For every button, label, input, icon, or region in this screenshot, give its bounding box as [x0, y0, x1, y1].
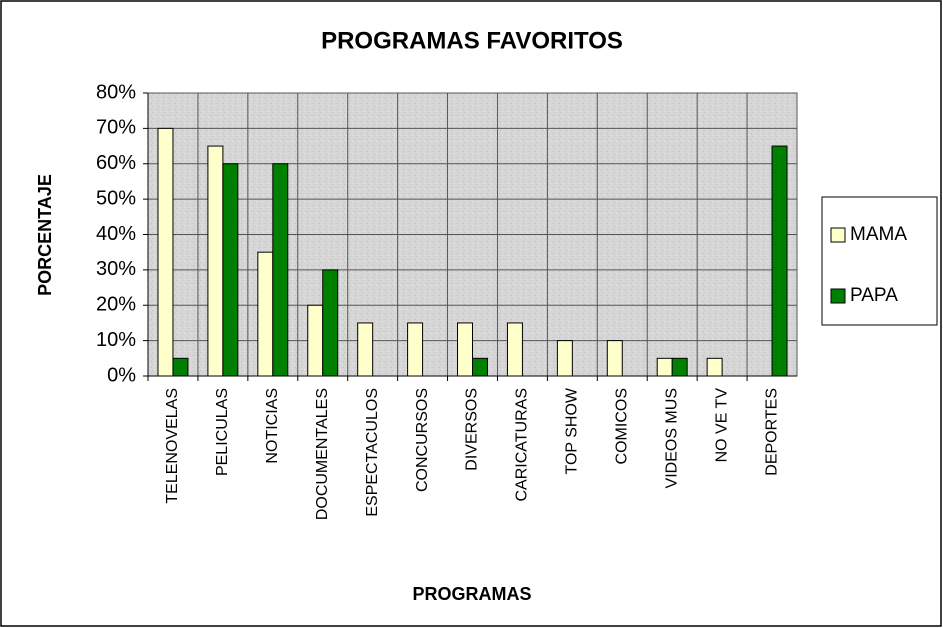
- bar: [207, 145, 224, 377]
- bar: [506, 322, 523, 377]
- y-axis-label: PORCENTAJE: [35, 174, 55, 296]
- x-axis-label: PROGRAMAS: [412, 584, 531, 604]
- x-tick-label: COMICOS: [613, 388, 630, 464]
- bar: [606, 340, 623, 377]
- x-tick-label: TELENOVELAS: [164, 388, 181, 504]
- y-tick-label: 10%: [96, 329, 136, 351]
- bar: [272, 163, 289, 377]
- bar: [706, 357, 723, 377]
- bar: [222, 163, 239, 377]
- x-tick-label: TOP SHOW: [564, 387, 581, 474]
- bar: [322, 269, 339, 377]
- legend-swatch: [830, 227, 846, 243]
- x-tick-label: NOTICIAS: [264, 388, 281, 464]
- x-tick-label: CONCURSOS: [414, 388, 431, 492]
- bar: [556, 340, 573, 377]
- bar: [407, 322, 424, 377]
- legend-label: MAMA: [850, 224, 907, 245]
- bar: [457, 322, 473, 377]
- bar: [257, 251, 274, 377]
- bar: [472, 357, 488, 377]
- chart-title: PROGRAMAS FAVORITOS: [321, 27, 623, 54]
- legend: [821, 196, 938, 326]
- y-tick-label: 50%: [96, 187, 136, 209]
- bar: [771, 145, 788, 377]
- bar: [656, 357, 673, 377]
- bar: [307, 304, 324, 377]
- bar: [671, 357, 688, 377]
- bar: [357, 322, 374, 377]
- bar: [157, 127, 174, 377]
- x-tick-label: PELICULAS: [214, 388, 231, 476]
- y-tick-label: 20%: [96, 294, 136, 316]
- legend-label: PAPA: [850, 285, 898, 306]
- y-tick-label: 70%: [96, 117, 136, 139]
- x-tick-label: DEPORTES: [763, 388, 780, 476]
- x-tick-label: CARICATURAS: [514, 388, 531, 502]
- x-tick-label: NO VE TV: [713, 388, 730, 463]
- y-tick-label: 0%: [107, 364, 136, 386]
- bar: [172, 357, 189, 377]
- x-tick-label: VIDEOS MUS: [663, 388, 680, 488]
- y-tick-label: 40%: [96, 223, 136, 245]
- x-tick-label: DIVERSOS: [464, 388, 481, 471]
- x-tick-label: ESPECTACULOS: [364, 388, 381, 517]
- y-tick-label: 60%: [96, 152, 136, 174]
- y-tick-label: 30%: [96, 258, 136, 280]
- x-tick-label: DOCUMENTALES: [314, 388, 331, 520]
- legend-swatch: [830, 288, 846, 304]
- y-tick-label: 80%: [96, 81, 136, 103]
